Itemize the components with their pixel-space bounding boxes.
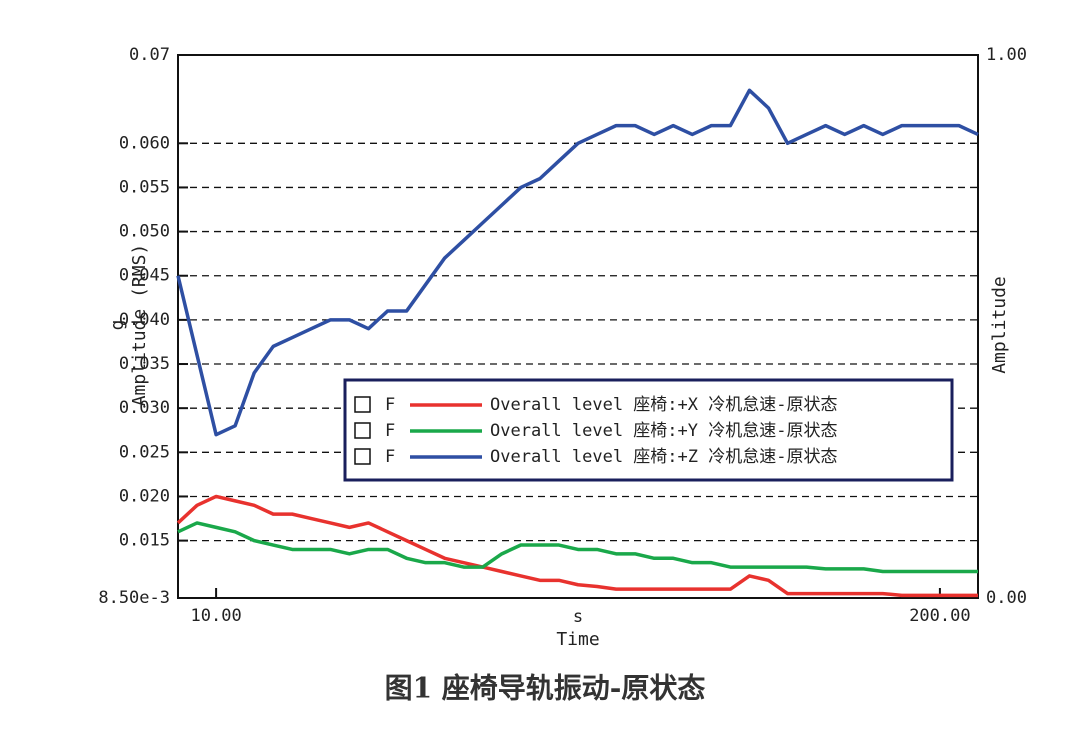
- legend-flag: F: [385, 421, 395, 441]
- x-tick-label: 200.00: [909, 606, 970, 626]
- y-label: Amplitude (RMS): [129, 244, 150, 407]
- y-tick-label: 0.07: [129, 45, 170, 65]
- y-tick-label: 0.055: [119, 177, 170, 197]
- y2-tick-label: 1.00: [986, 45, 1027, 65]
- series-line: [176, 88, 979, 437]
- y-tick-label: 0.015: [119, 531, 170, 551]
- y-tick-label: 0.025: [119, 442, 170, 462]
- legend-label: Overall level 座椅:+Z 冷机怠速-原状态: [490, 447, 837, 467]
- series-line: [177, 521, 978, 574]
- legend-label: Overall level 座椅:+X 冷机怠速-原状态: [490, 395, 837, 415]
- y2-tick-label: 0.00: [986, 588, 1027, 608]
- legend-checkbox: [354, 422, 371, 439]
- plot-frame: [177, 54, 979, 599]
- x-tick-label: 10.00: [191, 606, 242, 626]
- chart-title: 图1 座椅导轨振动-原状态: [385, 672, 706, 705]
- series-line: [176, 494, 978, 598]
- x-label: Time: [556, 629, 599, 650]
- y-tick-label: 0.050: [119, 222, 170, 242]
- legend-flag: F: [385, 447, 395, 467]
- y-tick-label: 0.060: [119, 133, 170, 153]
- legend-label: Overall level 座椅:+Y 冷机怠速-原状态: [490, 421, 837, 441]
- x-unit: s: [573, 607, 583, 627]
- y-tick-label: 0.020: [119, 486, 170, 506]
- y-tick-label: 0.040: [119, 310, 170, 330]
- y-tick-label: 0.045: [119, 266, 170, 286]
- legend-checkbox: [354, 396, 371, 413]
- y-tick-label: 0.035: [119, 354, 170, 374]
- legend-checkbox: [354, 448, 371, 465]
- y2-label: Amplitude: [989, 276, 1010, 374]
- y-tick-label: 0.030: [119, 398, 170, 418]
- y-unit: g: [107, 320, 128, 331]
- y-tick-label: 8.50e-3: [98, 588, 170, 608]
- legend-flag: F: [385, 395, 395, 415]
